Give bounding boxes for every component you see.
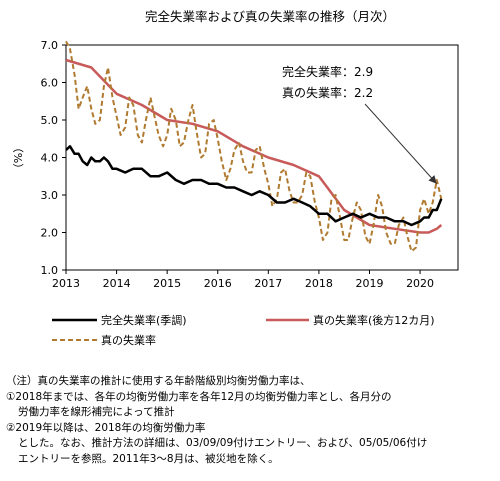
y-tick-label: 5.0 (41, 114, 59, 127)
notes: （注）真の失業率の推計に使用する年齢階級別均衡労働力率は、 ①2018年までは、… (6, 374, 496, 467)
annotation-line-2: 真の失業率：2.2 (282, 85, 373, 100)
y-tick-label: 4.0 (41, 152, 59, 165)
note-heading: （注）真の失業率の推計に使用する年齢階級別均衡労働力率は、 (6, 375, 311, 387)
y-tick-label: 6.0 (41, 77, 59, 90)
legend: 完全失業率(季調) 真の失業率(後方12カ月) 真の失業率 (52, 313, 435, 347)
note-item-1-line-2: 労働力率を線形補完によって推計 (18, 406, 175, 418)
x-tick-label: 2015 (153, 277, 181, 290)
x-tick-label: 2019 (355, 277, 383, 290)
y-tick-label: 7.0 (41, 39, 59, 52)
series-line-0 (65, 145, 443, 227)
note-item-1-line-1: ①2018年までは、各年の均衡労働力率を各年12月の均衡労働力率とし、各月分の (6, 390, 392, 403)
y-tick-label: 1.0 (41, 264, 59, 277)
annotation-line-1: 完全失業率：2.9 (282, 64, 373, 79)
annotation-arrow (364, 103, 438, 185)
series-line-2 (65, 40, 443, 253)
x-tick-label: 2020 (406, 277, 434, 290)
chart-title: 完全失業率および真の失業率の推移（月次） (145, 9, 395, 24)
x-tick-label: 2014 (103, 277, 131, 290)
series-line-1 (65, 58, 443, 234)
series-layer (65, 40, 443, 253)
note-item-2-line-3: エントリーを参照。2011年3～8月は、被災地を除く。 (18, 452, 279, 465)
legend-label-true-trend: 真の失業率(後方12カ月) (313, 313, 435, 327)
annotation-arrow-head (428, 175, 437, 184)
x-tick-label: 2016 (204, 277, 232, 290)
note-item-2-line-1: ②2019年以降は、2018年の均衡労働力率 (6, 421, 206, 434)
x-tick-label: 2018 (305, 277, 333, 290)
x-tick-label: 2013 (52, 277, 80, 290)
y-tick-label: 2.0 (41, 227, 59, 240)
axes: 1.0 2.0 3.0 4.0 5.0 6.0 7.0 2013 2014 2015 2016 201… (41, 39, 459, 290)
x-tick-label: 2017 (254, 277, 282, 290)
annotation: 完全失業率：2.9 真の失業率：2.2 (282, 64, 438, 185)
legend-label-true: 真の失業率 (101, 333, 156, 347)
note-item-2-line-2: とした。なお、推計方法の詳細は、03/09/09付けエントリー、および、05/0… (18, 437, 428, 449)
legend-label-unemployment: 完全失業率(季調) (101, 313, 187, 327)
y-tick-label: 3.0 (41, 189, 59, 202)
annotation-arrow-line (364, 103, 438, 185)
y-axis-label: （%） (12, 142, 25, 174)
